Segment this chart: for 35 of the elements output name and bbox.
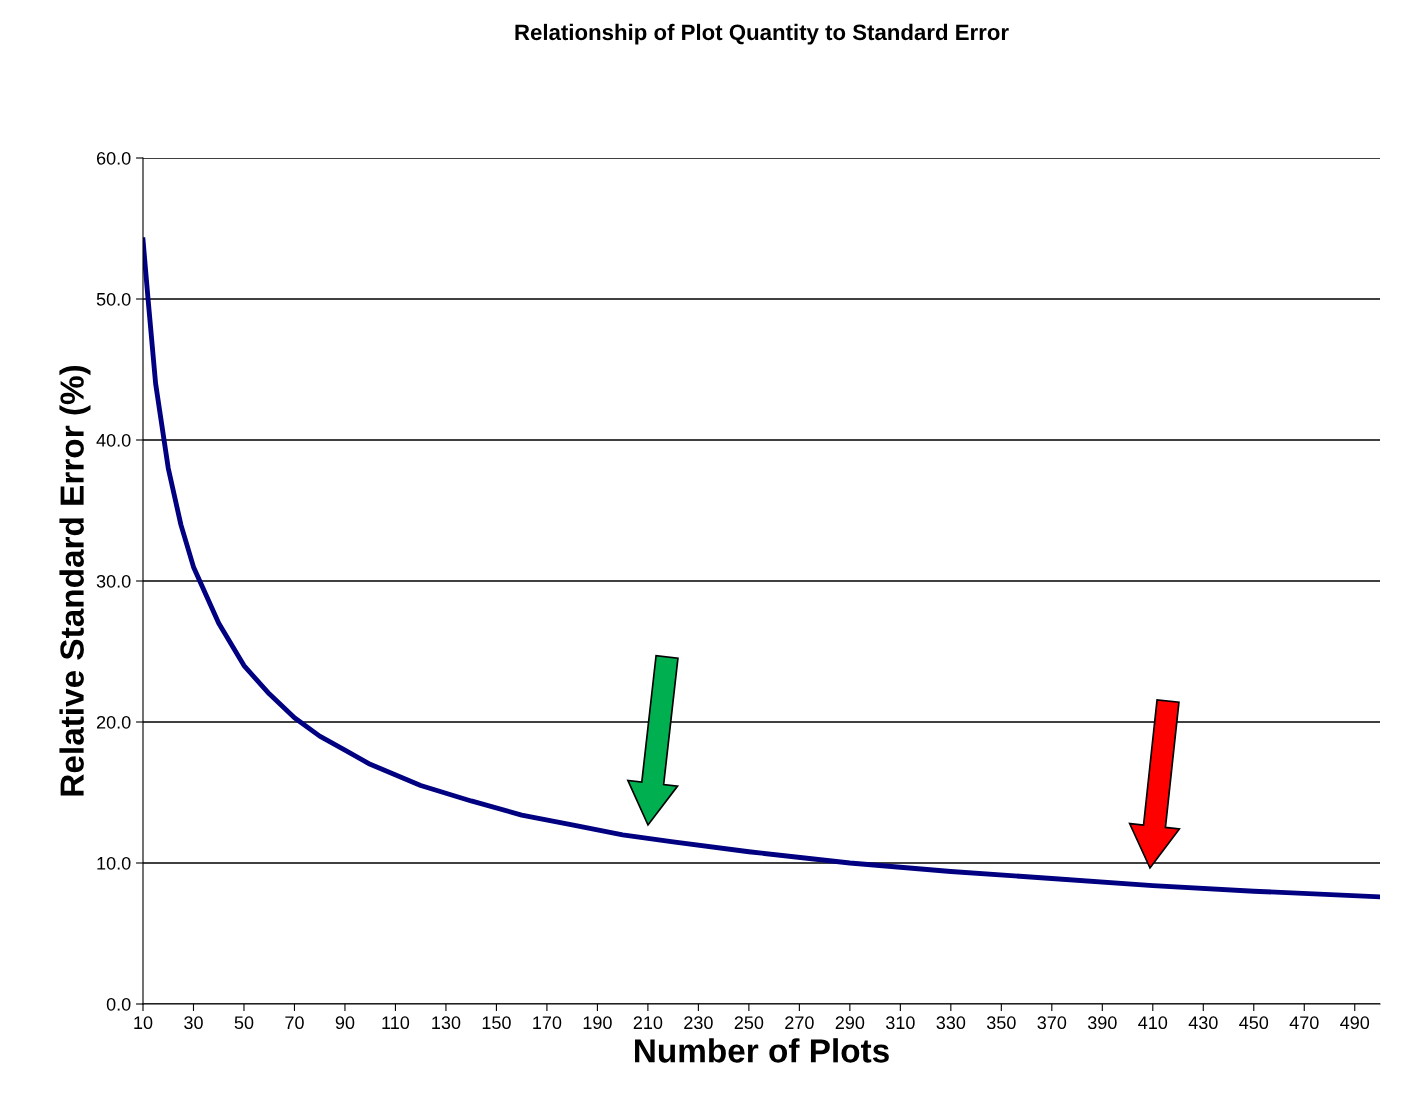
x-tick-label: 10 xyxy=(134,1016,153,1030)
y-tick-label: 40.0 xyxy=(96,433,131,447)
x-tick-label: 310 xyxy=(885,1016,915,1030)
x-tick-label: 290 xyxy=(835,1016,865,1030)
x-tick-label: 410 xyxy=(1138,1016,1168,1030)
x-tick-label: 250 xyxy=(734,1016,764,1030)
x-tick-label: 210 xyxy=(633,1016,663,1030)
x-axis-title: Number of Plots xyxy=(635,1038,889,1063)
y-tick-label: 20.0 xyxy=(96,715,131,729)
x-tick-label: 390 xyxy=(1087,1016,1117,1030)
x-tick-label: 150 xyxy=(482,1016,511,1030)
x-tick-label: 490 xyxy=(1340,1016,1370,1030)
x-tick-label: 330 xyxy=(936,1016,966,1030)
x-tick-label: 190 xyxy=(583,1016,612,1030)
x-tick-label: 70 xyxy=(285,1016,304,1030)
y-axis-title: Relative Standard Error (%) xyxy=(59,365,91,796)
x-tick-label: 30 xyxy=(184,1016,203,1030)
x-tick-label: 110 xyxy=(382,1016,410,1030)
chart-title: Relationship of Plot Quantity to Standard Error xyxy=(515,23,1009,45)
x-tick-label: 230 xyxy=(684,1016,713,1030)
y-tick-label: 50.0 xyxy=(96,292,131,306)
y-tick-label: 10.0 xyxy=(97,856,131,870)
y-tick-label: 0.0 xyxy=(106,997,131,1011)
x-tick-label: 350 xyxy=(986,1016,1016,1030)
x-tick-label: 430 xyxy=(1188,1016,1218,1030)
x-tick-label: 90 xyxy=(335,1016,355,1030)
x-tick-label: 50 xyxy=(234,1016,254,1030)
x-tick-label: 130 xyxy=(432,1016,461,1030)
y-tick-label: 30.0 xyxy=(96,574,131,588)
x-tick-label: 270 xyxy=(785,1016,814,1030)
x-tick-label: 450 xyxy=(1239,1016,1269,1030)
y-tick-label: 60.0 xyxy=(96,151,131,165)
x-tick-label: 370 xyxy=(1037,1016,1067,1030)
x-tick-label: 170 xyxy=(533,1016,562,1030)
x-tick-label: 470 xyxy=(1289,1016,1319,1030)
